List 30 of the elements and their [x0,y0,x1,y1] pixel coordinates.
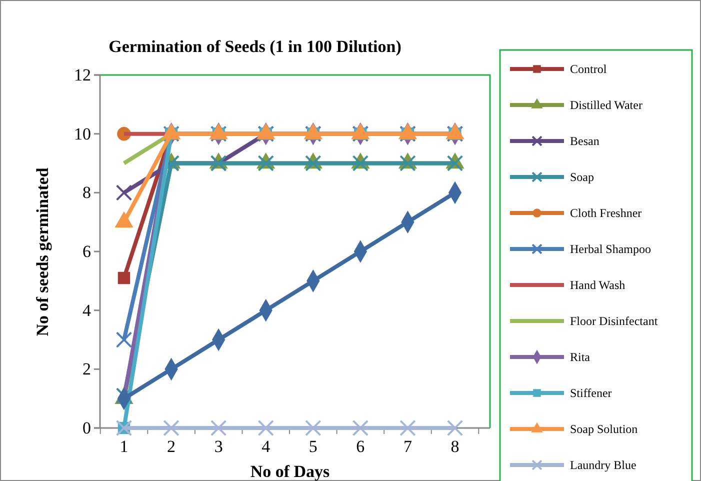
x-tick-label: 3 [214,437,223,456]
x-tick-label: 4 [262,437,271,456]
legend-label: Control [570,62,608,76]
chart-title: Germination of Seeds (1 in 100 Dilution) [108,37,402,56]
x-tick-label: 6 [356,437,365,456]
y-tick-label: 0 [82,418,91,438]
y-axis-title: No of seeds germinated [33,167,52,336]
x-tick-label: 7 [403,437,412,456]
x-tick-label: 8 [450,437,460,456]
legend-label: Hand Wash [570,278,626,292]
y-tick-label: 6 [82,242,91,261]
y-tick-label: 8 [82,183,91,202]
x-tick-label: 1 [120,437,128,456]
y-tick-label: 4 [82,300,92,320]
y-tick-label: 12 [74,65,91,84]
x-tick-label: 2 [167,437,176,456]
legend-label: Laundry Blue [570,458,636,472]
legend-label: Distilled Water [570,98,642,112]
legend-label: Herbal Shampoo [570,242,651,256]
y-tick-label: 2 [82,360,91,379]
legend-label: Stiffener [570,386,612,400]
y-tick-label: 10 [74,124,91,144]
legend-label: Besan [570,134,600,148]
legend-label: Soap Solution [570,422,638,436]
legend-label: Rita [570,350,591,364]
legend-label: Soap [570,170,594,184]
legend-label: Cloth Freshner [570,206,642,220]
x-axis-title: No of Days [250,462,330,481]
x-tick-label: 5 [308,437,318,456]
legend-label: Floor Disinfectant [570,314,658,328]
